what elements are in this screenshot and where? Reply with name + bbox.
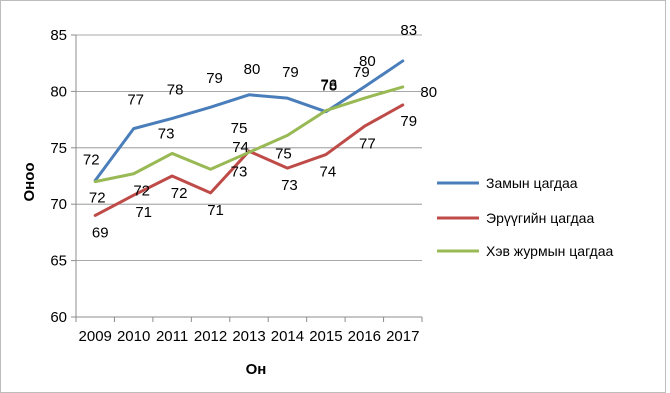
data-label: 74 bbox=[320, 164, 337, 181]
data-label: 73 bbox=[231, 163, 248, 180]
data-label: 80 bbox=[420, 84, 437, 101]
x-tick-label: 2011 bbox=[156, 328, 188, 345]
data-label: 75 bbox=[231, 120, 248, 137]
legend: Замын цагдаа Эрүүгийн цагдаа Хэв журмын ца… bbox=[437, 175, 614, 259]
data-label: 79 bbox=[353, 64, 370, 81]
data-label: 76 bbox=[321, 77, 338, 94]
y-tick-label: 85 bbox=[50, 27, 67, 44]
data-label: 72 bbox=[83, 152, 100, 169]
legend-label-2: Эрүүгийн цагдаа bbox=[486, 210, 594, 226]
legend-label-1: Замын цагдаа bbox=[486, 175, 578, 191]
series-line-3 bbox=[93, 85, 405, 184]
x-tick-label: 2016 bbox=[348, 328, 381, 345]
x-tick-label: 2012 bbox=[194, 328, 227, 345]
data-label: 75 bbox=[275, 145, 292, 162]
y-tick-label: 60 bbox=[50, 309, 67, 326]
data-label: 80 bbox=[244, 61, 261, 78]
gridlines bbox=[75, 34, 422, 318]
x-tick-label: 2017 bbox=[386, 328, 419, 345]
y-axis-ticks: 60 65 70 75 80 85 bbox=[50, 27, 76, 326]
data-label: 79 bbox=[400, 113, 417, 130]
data-label: 69 bbox=[92, 224, 109, 241]
x-tick-label: 2013 bbox=[232, 328, 265, 345]
data-label: 80 bbox=[359, 53, 376, 70]
y-tick-label: 70 bbox=[50, 196, 67, 213]
data-label: 72 bbox=[133, 183, 150, 200]
series-lines bbox=[93, 59, 405, 217]
legend-label-3: Хэв журмын цагдаа bbox=[486, 243, 614, 259]
series-line-1 bbox=[93, 59, 405, 183]
y-axis-title: Оноо bbox=[21, 162, 38, 201]
data-label: 74 bbox=[232, 139, 249, 156]
data-label: 77 bbox=[359, 135, 376, 152]
data-label: 71 bbox=[135, 204, 152, 221]
y-tick-label: 75 bbox=[50, 140, 67, 157]
data-label: 79 bbox=[206, 70, 223, 87]
x-tick-label: 2014 bbox=[271, 328, 304, 345]
x-tick-label: 2015 bbox=[309, 328, 342, 345]
x-axis-title: Он bbox=[246, 361, 267, 378]
x-axis-ticks: 2009 2010 2011 2012 2013 2014 2015 2016 2017 bbox=[75, 317, 423, 345]
y-tick-label: 65 bbox=[50, 253, 67, 270]
data-label: 72 bbox=[89, 190, 106, 207]
data-label: 78 bbox=[321, 78, 338, 95]
data-label: 83 bbox=[400, 22, 417, 39]
data-label: 78 bbox=[167, 81, 184, 98]
data-label: 71 bbox=[207, 202, 224, 219]
data-label: 77 bbox=[127, 92, 144, 109]
data-label: 72 bbox=[171, 185, 188, 202]
y-tick-label: 80 bbox=[50, 83, 67, 100]
data-label: 73 bbox=[158, 125, 175, 142]
data-label: 73 bbox=[281, 177, 298, 194]
data-label: 79 bbox=[282, 64, 299, 81]
x-tick-label: 2010 bbox=[117, 328, 150, 345]
x-tick-label: 2009 bbox=[79, 328, 112, 345]
